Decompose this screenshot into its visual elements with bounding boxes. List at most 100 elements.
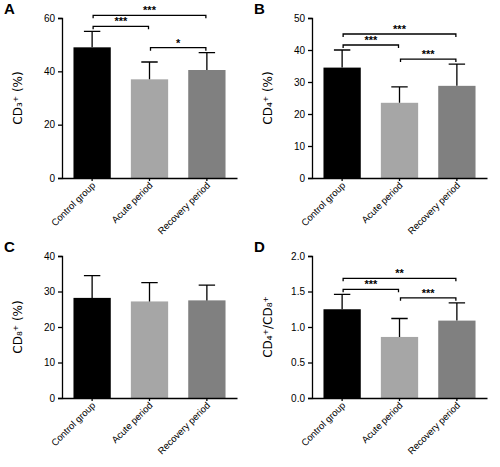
y-tick-mark [58, 18, 62, 19]
panel: 0204060Control groupAcute periodRecovery… [4, 0, 238, 236]
x-tick: Recovery period [405, 178, 462, 236]
error-bar [141, 62, 157, 79]
y-tick-mark [308, 50, 312, 51]
y-tick: 60 [44, 13, 62, 24]
marks [323, 294, 475, 398]
x-tick-label: Control group [299, 400, 347, 448]
significance-label: *** [364, 278, 378, 290]
x-tick-mark [456, 398, 457, 401]
error-bar [334, 50, 350, 68]
x-tick-mark [399, 178, 400, 181]
x-tick: Control group [49, 398, 97, 448]
x-tick: Acute period [109, 178, 154, 225]
x-tick: Recovery period [155, 398, 212, 456]
bar [381, 337, 418, 398]
x-tick-mark [341, 398, 342, 401]
error-bar [449, 303, 465, 321]
y-axis: 010203040 [44, 251, 63, 404]
y-tick: 20 [44, 322, 62, 333]
error-bar [391, 318, 407, 336]
bar [131, 301, 168, 398]
y-axis-title: CD₈⁺ (%) [11, 300, 25, 353]
panel-title: D [254, 238, 265, 255]
y-tick-label: 1.0 [291, 322, 305, 333]
x-tick-mark [399, 398, 400, 401]
y-axis: 0.0 0.5 1.0 1.5 2.0 [291, 251, 312, 404]
y-tick-label: 0 [299, 173, 305, 184]
y-tick-mark [308, 146, 312, 147]
y-tick-label: 20 [44, 119, 56, 130]
significance-label: *** [143, 4, 157, 16]
y-tick: 20 [44, 119, 62, 130]
bar [438, 321, 475, 398]
x-tick-label: Acute period [109, 400, 154, 445]
y-axis-title: CD₄⁺/CD₈⁺ [261, 296, 275, 358]
y-tick-label: 20 [44, 322, 56, 333]
significance-label: *** [114, 15, 128, 27]
y-tick-mark [58, 125, 62, 126]
error-bar [84, 31, 100, 47]
x-tick: Control group [49, 178, 97, 228]
y-tick: 10 [44, 357, 62, 368]
y-tick-mark [308, 114, 312, 115]
y-tick-mark [308, 18, 312, 19]
y-tick-mark [308, 82, 312, 83]
x-tick-mark [91, 398, 92, 401]
y-tick-mark [58, 256, 62, 257]
error-bar [199, 285, 215, 300]
y-tick: 40 [44, 251, 62, 262]
x-axis: Control groupAcute periodRecovery period [299, 398, 488, 456]
error-bar [199, 53, 215, 70]
x-tick-label: Acute period [109, 180, 154, 225]
bar [323, 309, 360, 398]
bar [73, 47, 110, 178]
y-tick-mark [58, 362, 62, 363]
x-tick: Recovery period [405, 398, 462, 456]
panel-title: B [254, 0, 265, 17]
y-tick: 0.5 [291, 357, 312, 368]
significance-label: ** [395, 267, 404, 279]
x-tick-label: Recovery period [155, 400, 212, 457]
y-tick-mark [58, 71, 62, 72]
y-tick-mark [58, 291, 62, 292]
error-bar [449, 64, 465, 86]
y-tick: 20 [294, 109, 312, 120]
y-axis-line [58, 19, 63, 179]
significance-label: *** [422, 48, 436, 60]
y-tick: 30 [294, 77, 312, 88]
y-tick-label: 0.0 [291, 393, 305, 404]
y-tick-label: 20 [294, 109, 306, 120]
error-bar [84, 276, 100, 298]
bar [73, 298, 110, 398]
y-axis-line [58, 257, 63, 399]
y-tick: 1.5 [291, 286, 312, 297]
x-axis: Control group Acute periodRecovery period [49, 398, 238, 456]
y-tick-mark [58, 178, 62, 179]
bar [188, 300, 225, 398]
y-tick: 2.0 [291, 251, 312, 262]
marks [73, 31, 225, 178]
y-tick-mark [58, 398, 62, 399]
x-axis: Control groupAcute periodRecovery period [49, 178, 238, 236]
y-axis: 0204060 [44, 13, 63, 184]
bar [131, 79, 168, 178]
y-tick: 50 [294, 13, 312, 24]
x-tick-label: Control group [299, 180, 347, 228]
panel: 01020304050Control groupAcute periodReco… [254, 0, 488, 236]
x-tick-label: Acute period [359, 180, 404, 225]
significance-label: * [176, 37, 181, 49]
x-tick-label: Control group [49, 400, 97, 448]
y-tick-label: 2.0 [291, 251, 305, 262]
marks [323, 50, 475, 178]
y-tick-mark [308, 178, 312, 179]
x-tick-mark [149, 398, 150, 401]
y-axis-title: CD₃⁺ (%) [11, 71, 25, 124]
y-tick-label: 40 [294, 45, 306, 56]
x-tick: Control group [299, 398, 347, 448]
y-tick-mark [308, 256, 312, 257]
bar [438, 86, 475, 178]
y-axis-line [308, 19, 313, 179]
bar [381, 103, 418, 178]
significance-label: *** [393, 23, 407, 35]
x-tick-mark [91, 178, 92, 181]
